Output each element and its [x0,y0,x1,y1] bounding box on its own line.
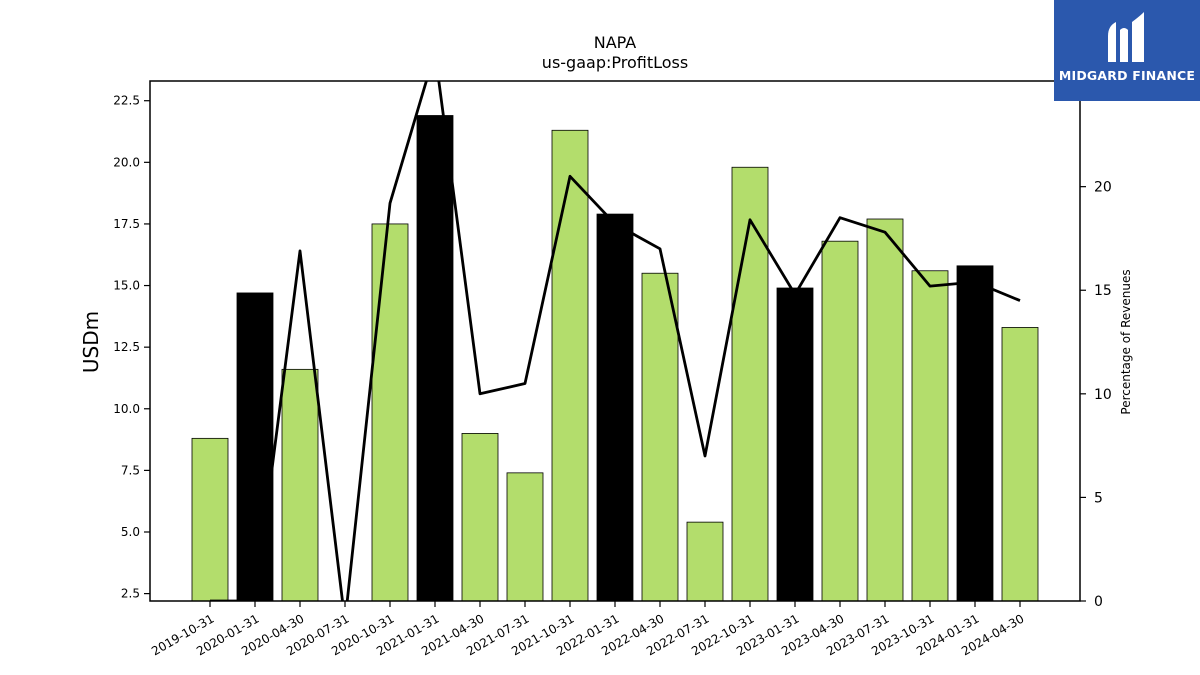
y-axis-label: USDm [79,311,103,373]
y-tick-label: 15.0 [113,279,140,293]
y-tick-label: 5.0 [121,525,140,539]
y-tick-label: 22.5 [113,94,140,108]
y-tick-label: 12.5 [113,340,140,354]
brand-logo: MIDGARD FINANCE [1054,0,1200,101]
midgard-logo-icon [1108,12,1144,62]
y-axis-left: 2.5 5.0 7.5 10.0 12.5 15.0 17.5 20.0 22.5 [113,94,150,601]
bar [191,437,229,602]
bar [281,368,319,602]
bars-group [191,115,1039,602]
y-tick-label: 7.5 [121,463,140,477]
chart-subtitle: us-gaap:ProfitLoss [542,53,688,72]
x-axis: 2019-10-312020-01-312020-04-302020-07-31… [149,601,1027,658]
y2-tick-label: 0 [1094,594,1103,610]
bar [956,265,994,602]
bar [236,292,274,602]
y2-axis-label: Percentage of Revenues [1119,269,1133,414]
bar [416,115,454,602]
bar [776,287,814,602]
bar [641,272,679,602]
bar [731,166,769,602]
brand-name: MIDGARD FINANCE [1058,68,1196,83]
chart-title: NAPA [594,33,637,52]
y2-tick-label: 20 [1094,180,1112,196]
percentage-line [210,81,1021,601]
bar [551,129,589,602]
bar [1001,327,1039,602]
y2-tick-label: 10 [1094,387,1112,403]
bar [461,433,499,602]
y2-tick-label: 15 [1094,283,1112,299]
y2-tick-label: 5 [1094,490,1103,506]
bar [686,521,724,602]
y-axis-right: 0 5 10 15 20 [1080,180,1112,610]
bar [596,213,634,602]
bar [506,472,544,602]
bar [821,240,859,602]
line-group [210,81,1021,601]
y-tick-label: 20.0 [113,155,140,169]
bar [911,270,949,602]
bar [866,218,904,602]
y-tick-label: 10.0 [113,402,140,416]
bar [371,223,409,602]
y-tick-label: 2.5 [121,587,140,601]
y-tick-label: 17.5 [113,217,140,231]
